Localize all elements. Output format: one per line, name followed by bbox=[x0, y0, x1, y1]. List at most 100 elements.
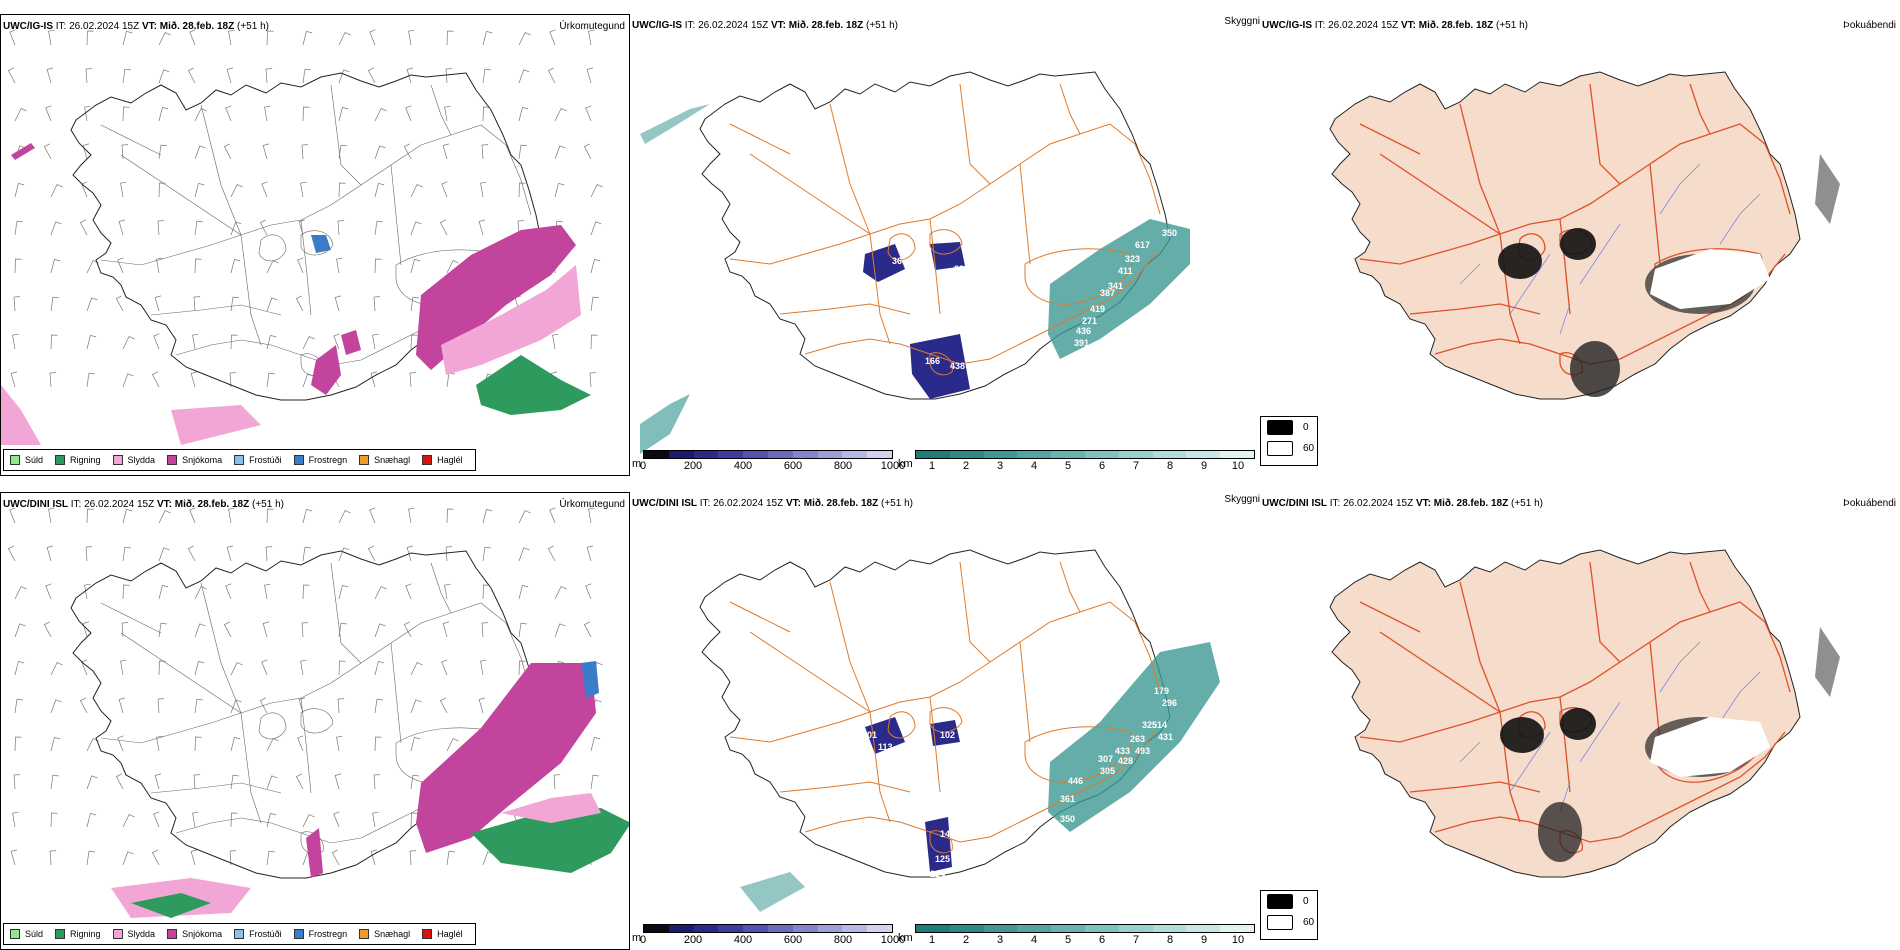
visibility-unit: km bbox=[898, 932, 913, 944]
wind-barb bbox=[85, 68, 93, 84]
panel-title: Úrkomutegund bbox=[559, 499, 625, 510]
colorbar-swatch bbox=[644, 925, 669, 932]
wind-barb bbox=[370, 371, 378, 388]
wind-barb bbox=[445, 546, 453, 562]
wind-barb bbox=[261, 181, 268, 198]
wind-barb bbox=[338, 509, 351, 524]
valid-time: Mið. 28.feb. 18Z bbox=[159, 21, 235, 32]
wind-barb bbox=[301, 144, 309, 160]
wind-barb bbox=[157, 220, 165, 236]
wind-barb bbox=[194, 182, 205, 198]
ceiling-colorbar: 0 200 400 600 800 1000 bbox=[640, 450, 905, 472]
wind-barb bbox=[194, 145, 206, 160]
fog-legend-item-60: 60 bbox=[1267, 438, 1317, 459]
wind-barb bbox=[259, 219, 268, 236]
colorbar-tick: 6 bbox=[1098, 460, 1106, 472]
wind-barb bbox=[265, 546, 273, 562]
wind-barb bbox=[442, 143, 450, 160]
wind-barb bbox=[261, 659, 268, 676]
wind-barb bbox=[153, 333, 160, 350]
colorbar-tick: 5 bbox=[1064, 934, 1072, 946]
sleet-corner bbox=[1, 385, 41, 445]
colorbar-tick: 0 bbox=[639, 934, 647, 946]
wind-barb bbox=[297, 735, 304, 752]
wind-barb bbox=[120, 659, 127, 676]
colorbar-swatch bbox=[949, 451, 984, 458]
ceiling-label: 361 bbox=[1060, 794, 1075, 804]
wind-barb bbox=[409, 372, 417, 388]
wind-barb bbox=[158, 584, 169, 600]
wind-barb bbox=[14, 698, 23, 714]
wind-barb bbox=[478, 219, 486, 236]
fog-indicator-map bbox=[1329, 71, 1840, 400]
fog-legend-item-0: 0 bbox=[1267, 891, 1317, 912]
wind-barb bbox=[374, 220, 383, 236]
road-network bbox=[1359, 561, 1791, 854]
wind-barb bbox=[14, 107, 27, 122]
wind-barb bbox=[230, 258, 241, 274]
glacier-white bbox=[1650, 717, 1770, 777]
wind-barb bbox=[194, 258, 202, 274]
wind-barb bbox=[441, 659, 448, 676]
wind-barb bbox=[85, 546, 93, 562]
wind-barb bbox=[518, 182, 526, 198]
wind-barb bbox=[374, 585, 387, 600]
wind-barb bbox=[374, 107, 387, 122]
wind-barb bbox=[192, 333, 199, 350]
wind-barb bbox=[547, 545, 556, 562]
wind-barb bbox=[590, 296, 599, 312]
colorbar-swatch bbox=[668, 451, 694, 458]
wind-barb bbox=[194, 660, 205, 676]
colorbar-tick: 6 bbox=[1098, 934, 1106, 946]
model-name: UWC/DINI ISL bbox=[3, 499, 68, 510]
frost-edge bbox=[581, 661, 599, 698]
fog-blob-1 bbox=[1500, 717, 1544, 753]
fog-blob-2 bbox=[1560, 708, 1596, 740]
wind-barb bbox=[369, 507, 376, 524]
wind-barb bbox=[338, 660, 346, 676]
wind-barb bbox=[302, 68, 311, 84]
legend-item-drizzle: Súld bbox=[10, 929, 43, 939]
wind-barb bbox=[302, 335, 315, 350]
wind-barb bbox=[48, 507, 55, 524]
fog-east-edge bbox=[1815, 627, 1840, 697]
ceiling-colorbar: 0 200 400 600 800 1000 bbox=[639, 924, 905, 946]
wind-barb bbox=[446, 259, 459, 274]
legend-item-snow: Snjókoma bbox=[167, 929, 222, 939]
ceiling-label: 12 bbox=[878, 281, 888, 291]
fog-se bbox=[1048, 642, 1220, 832]
wind-barb bbox=[302, 508, 313, 524]
wind-barb bbox=[266, 850, 275, 866]
colorbar-swatch bbox=[1017, 925, 1052, 932]
wind-barb bbox=[86, 30, 94, 46]
snow-south bbox=[306, 828, 323, 878]
wind-barb bbox=[553, 774, 561, 790]
colorbar-tick: 2 bbox=[962, 934, 970, 946]
wind-barb bbox=[156, 735, 163, 752]
visibility-colorbar-ticks: 1 2 3 4 5 6 7 8 9 10 bbox=[915, 459, 1255, 472]
colorbar-tick: 7 bbox=[1132, 460, 1140, 472]
wind-barb bbox=[43, 621, 52, 638]
wind-barb bbox=[49, 850, 57, 866]
panel-header: UWC/DINI ISL IT: 26.02.2024 15Z VT: Mið.… bbox=[632, 498, 913, 509]
wind-barb bbox=[158, 547, 170, 562]
fog-blob-1 bbox=[1498, 243, 1542, 279]
ceiling-label: 36 bbox=[892, 256, 902, 266]
wind-barb bbox=[590, 334, 598, 350]
colorbar-tick: 10 bbox=[1231, 934, 1245, 946]
wind-barb bbox=[583, 143, 592, 160]
ceiling-label: 179 bbox=[1154, 686, 1169, 696]
wind-barb bbox=[336, 735, 343, 752]
colorbar-tick: 3 bbox=[996, 460, 1004, 472]
colorbar-swatch bbox=[1017, 451, 1052, 458]
wind-barb bbox=[518, 584, 529, 600]
wind-barb bbox=[122, 335, 135, 350]
ceiling-blob-3 bbox=[910, 334, 970, 399]
wind-barb bbox=[446, 30, 454, 46]
wind-barb bbox=[194, 736, 202, 752]
ceiling-colorbar-strip bbox=[643, 450, 893, 459]
wind-barb bbox=[230, 334, 238, 350]
ceiling-label: 296 bbox=[1162, 698, 1177, 708]
